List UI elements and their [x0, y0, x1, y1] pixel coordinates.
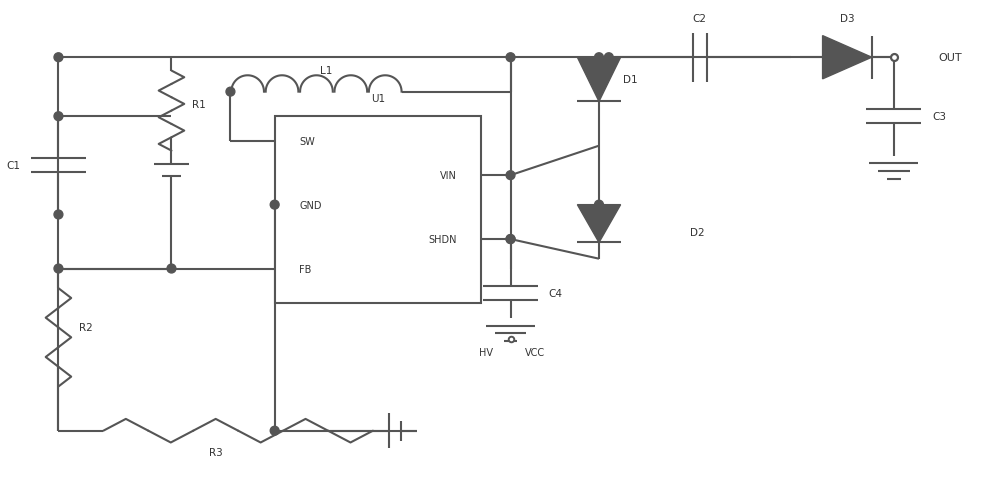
Circle shape — [54, 265, 63, 273]
Text: D3: D3 — [840, 14, 854, 24]
Circle shape — [506, 235, 515, 244]
Text: GND: GND — [299, 200, 322, 210]
Circle shape — [54, 54, 63, 62]
Polygon shape — [577, 58, 621, 102]
Circle shape — [54, 211, 63, 219]
Text: FB: FB — [299, 264, 312, 274]
Text: HV: HV — [479, 348, 493, 357]
Text: U1: U1 — [371, 94, 385, 104]
Circle shape — [595, 54, 603, 62]
Polygon shape — [823, 36, 872, 80]
Circle shape — [506, 171, 515, 180]
Text: D1: D1 — [623, 75, 638, 85]
Circle shape — [595, 201, 603, 210]
Text: C1: C1 — [6, 161, 20, 171]
Circle shape — [226, 88, 235, 97]
Text: VCC: VCC — [525, 348, 545, 357]
Text: C2: C2 — [693, 14, 707, 24]
Circle shape — [54, 113, 63, 121]
Bar — [275, 117, 481, 303]
Text: C4: C4 — [549, 288, 563, 299]
Text: R2: R2 — [79, 323, 93, 333]
Polygon shape — [577, 205, 621, 243]
Text: D2: D2 — [690, 227, 705, 237]
Text: VIN: VIN — [440, 171, 456, 181]
Circle shape — [270, 201, 279, 210]
Circle shape — [506, 54, 515, 62]
Circle shape — [270, 426, 279, 435]
Circle shape — [604, 54, 613, 62]
Text: SHDN: SHDN — [428, 235, 456, 244]
Text: C3: C3 — [932, 112, 946, 122]
Circle shape — [167, 265, 176, 273]
Text: SW: SW — [299, 136, 315, 147]
Circle shape — [506, 235, 515, 244]
Text: R3: R3 — [209, 447, 223, 457]
Text: R1: R1 — [192, 100, 206, 110]
Text: OUT: OUT — [938, 53, 962, 63]
Text: L1: L1 — [320, 66, 332, 76]
